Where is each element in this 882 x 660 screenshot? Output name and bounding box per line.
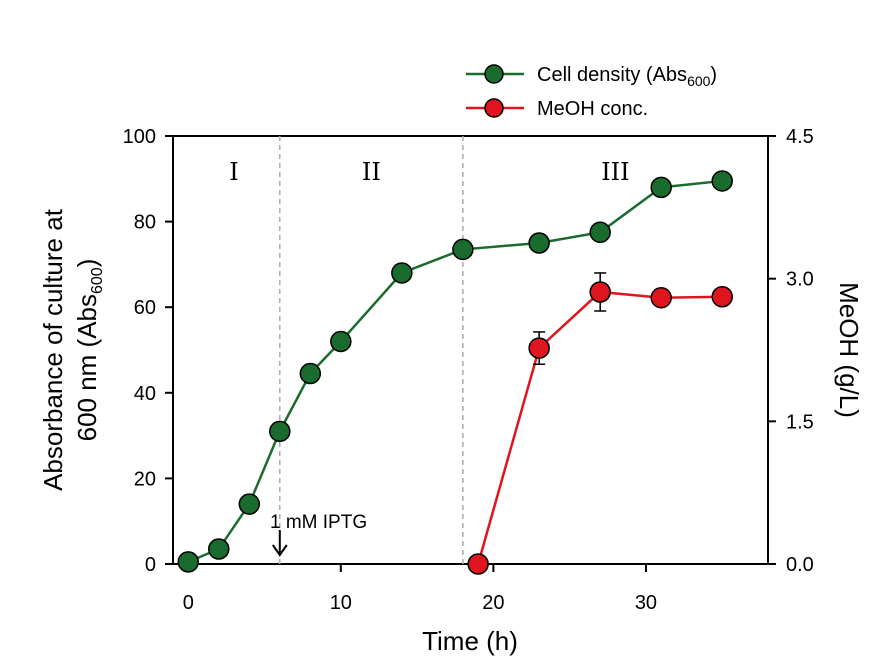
legend-label-cell-density-sub: 600 [687, 73, 711, 89]
legend-label-cell-density: Cell density (Abs600) [537, 64, 717, 89]
series-0-point [650, 176, 672, 199]
x-tick-label: 0 [183, 592, 194, 614]
legend-label-cell-density-end: ) [710, 64, 717, 86]
x-axis-ticks: 0 10 20 30 [183, 564, 657, 614]
series-1-point [528, 337, 550, 359]
right-tick-label: 1.5 [786, 411, 814, 433]
phase-label: III [601, 158, 629, 186]
series-0-point [269, 420, 291, 443]
iptg-arrow-head [271, 544, 288, 557]
phase-label: II [362, 158, 381, 186]
x-tick-label: 10 [330, 592, 352, 614]
plot-frame [172, 135, 769, 565]
iptg-annotation-text: 1 mM IPTG [270, 512, 367, 533]
left-axis-title-end: ) [72, 259, 102, 268]
series-1-point [589, 281, 611, 303]
phase-label: I [229, 158, 238, 186]
x-tick-label: 30 [635, 592, 657, 614]
phase-dividers [279, 136, 464, 564]
series-0-point [528, 232, 550, 254]
right-tick-label: 4.5 [786, 126, 814, 148]
left-tick-label: 100 [123, 126, 156, 148]
series-0-point [391, 262, 413, 284]
legend-marker-meoh [484, 98, 504, 118]
legend: Cell density (Abs600) MeOH conc. [466, 64, 717, 120]
legend-label-cell-density-main: Cell density (Abs [537, 64, 687, 86]
series-0-point [208, 538, 230, 560]
left-axis-title-main: 600 nm (Abs [72, 294, 102, 441]
right-tick-label: 3.0 [786, 269, 814, 291]
left-tick-label: 0 [145, 554, 156, 576]
series-0-point [452, 238, 474, 261]
series-0-point [589, 221, 611, 244]
left-tick-label: 60 [134, 297, 156, 319]
legend-marker-cell-density [484, 64, 504, 84]
series-0-point [330, 330, 352, 353]
right-axis-title: MeOH (g/L) [834, 282, 864, 418]
series-0-point [711, 170, 733, 192]
left-axis-title-sub: 600 [89, 267, 106, 294]
series-0-point [299, 362, 322, 385]
left-tick-label: 80 [134, 212, 156, 234]
legend-label-meoh: MeOH conc. [537, 98, 648, 120]
left-axis-ticks: 0 20 40 60 80 100 [123, 126, 173, 576]
left-axis-title: Absorbance of culture at 600 nm (Abs600) [38, 208, 106, 491]
right-tick-label: 0.0 [786, 554, 814, 576]
phase-labels: I II III [229, 158, 629, 186]
series-0-point [238, 493, 261, 515]
x-tick-label: 20 [482, 592, 504, 614]
series-layer [177, 170, 733, 575]
right-axis-ticks: 0.0 1.5 3.0 4.5 [768, 126, 814, 576]
left-tick-label: 40 [134, 383, 156, 405]
series-0-point [177, 551, 200, 573]
left-axis-title-line1: Absorbance of culture at [38, 208, 68, 491]
series-1-point [711, 285, 733, 308]
iptg-annotation: 1 mM IPTG [270, 512, 367, 557]
series-1-point [467, 553, 489, 575]
left-tick-label: 20 [134, 468, 156, 490]
left-axis-title-line2: 600 nm (Abs600) [72, 259, 106, 442]
series-line-1 [476, 290, 723, 565]
series-line-0 [187, 179, 723, 564]
x-axis-title: Time (h) [422, 626, 518, 656]
series-1-point [650, 286, 672, 309]
